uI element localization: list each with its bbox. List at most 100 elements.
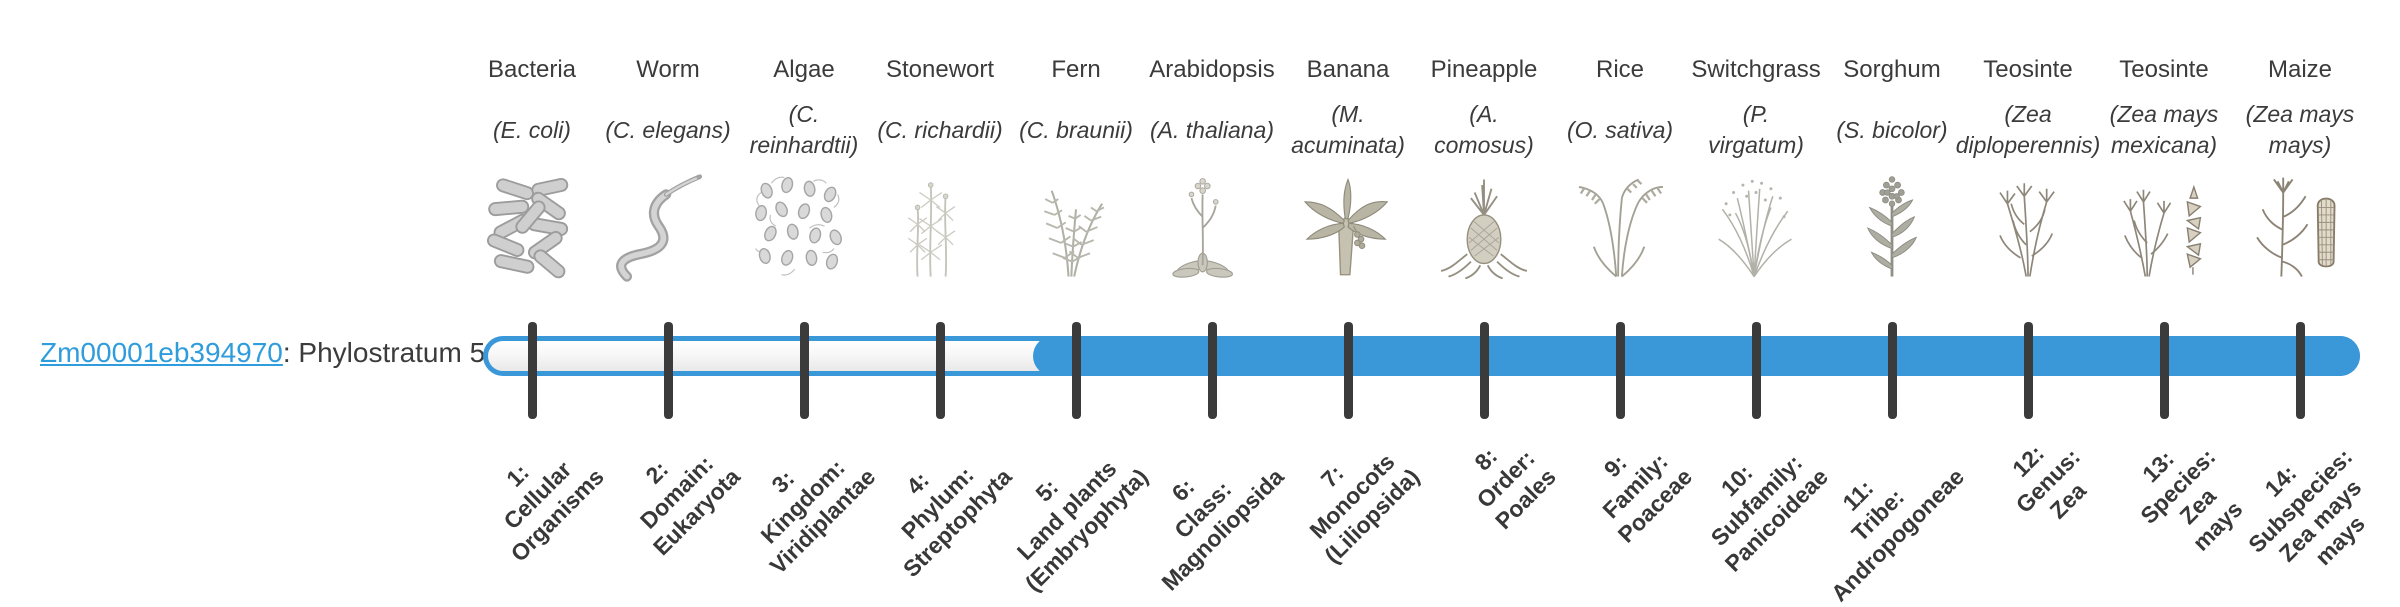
teosinte-mexicana-icon	[2105, 172, 2223, 284]
organism-species: (C. elegans)	[605, 116, 731, 143]
organism-species: (O. sativa)	[1566, 116, 1674, 143]
organism-name: Teosinte	[2119, 56, 2209, 83]
organism-illustration	[592, 168, 744, 284]
organism-species: (A. thaliana)	[1149, 116, 1274, 143]
organism-name: Worm	[636, 56, 700, 83]
stonewort-icon	[881, 172, 999, 284]
organism-name: Banana	[1306, 56, 1390, 83]
timeline-tick	[935, 322, 945, 419]
organism-name: Pineapple	[1430, 56, 1538, 83]
organism-illustration	[1408, 168, 1560, 284]
organism-illustration	[1272, 168, 1424, 284]
stratum-label: 4: Phylum: Streptophyta	[896, 461, 1017, 582]
sorghum-icon	[1833, 172, 1951, 284]
organism-illustration	[1816, 168, 1968, 284]
organism-name: Bacteria	[487, 56, 577, 83]
timeline-tick	[2159, 322, 2169, 419]
stratum-column-12: Teosinte (Zea diploperennis) 12: Genus: …	[1956, 0, 2100, 580]
organism-illustration	[2224, 168, 2376, 284]
stratum-label: 9: Family: Poaceae	[1597, 448, 1697, 548]
gene-id-link[interactable]: Zm00001eb394970	[40, 337, 283, 368]
organism-illustration	[728, 168, 880, 284]
organism-name: Sorghum	[1843, 56, 1941, 83]
organism-species: (P. virgatum)	[1708, 101, 1804, 158]
organism-name: Teosinte	[1983, 56, 2073, 83]
stratum-column-5: Fern (C. braunii) 5: Land plants (Embryo…	[1008, 0, 1152, 596]
organism-name: Arabidopsis	[1149, 56, 1275, 83]
switchgrass-icon	[1697, 172, 1815, 284]
stratum-column-6: Arabidopsis (A. thaliana) 6: Class: Magn…	[1144, 0, 1288, 596]
organism-species: (C. richardii)	[877, 116, 1003, 143]
stratum-label: 1: Cellular Organisms	[498, 456, 609, 567]
phylostratum-bar	[483, 336, 2360, 376]
organism-illustration	[1544, 168, 1696, 284]
stratum-label: 7: Monocots (Liliopsida)	[1304, 448, 1425, 569]
timeline-tick	[1071, 322, 1081, 419]
fern-icon	[1017, 172, 1135, 284]
timeline-tick	[2023, 322, 2033, 419]
stratum-label: 12: Genus: Zea	[2006, 439, 2091, 524]
organism-species: (M. acuminata)	[1291, 101, 1405, 158]
organism-illustration	[864, 168, 1016, 284]
maize-icon	[2241, 172, 2359, 284]
organism-name: Maize	[2267, 56, 2333, 83]
timeline-tick	[2295, 322, 2305, 419]
organism-species: (C. reinhardtii)	[749, 101, 859, 158]
timeline-tick	[527, 322, 537, 419]
organism-species: (E. coli)	[493, 116, 571, 143]
organism-species: (C. braunii)	[1019, 116, 1133, 143]
teosinte-diploperennis-icon	[1969, 172, 2087, 284]
algae-icon	[745, 172, 863, 284]
worm-icon	[609, 172, 727, 284]
stratum-column-3: Algae (C. reinhardtii) 3: Kingdom: Virid…	[736, 0, 881, 580]
rice-icon	[1561, 172, 1679, 284]
organism-name: Switchgrass	[1691, 56, 1821, 83]
organism-species: (S. bicolor)	[1836, 116, 1948, 143]
organism-illustration	[1680, 168, 1832, 284]
timeline-tick	[1887, 322, 1897, 419]
timeline-tick	[1207, 322, 1217, 419]
stratum-column-14: Maize (Zea mays mays) 14: Subspecies: Ze…	[2232, 0, 2370, 580]
timeline-tick	[663, 322, 673, 419]
organism-name: Fern	[1051, 56, 1101, 83]
arabidopsis-icon	[1153, 172, 1271, 284]
stratum-column-13: Teosinte (Zea mays mexicana) 13: Species…	[2096, 0, 2248, 580]
stratum-label: 14: Subspecies: Zea mays mays	[2242, 443, 2370, 571]
stratum-label: 8: Order: Poales	[1469, 442, 1561, 535]
organism-illustration	[1952, 168, 2104, 284]
stratum-column-4: Stonewort (C. richardii) 4: Phylum: Stre…	[872, 0, 1016, 582]
strata-columns: Bacteria (E. coli) 1: Cellular Organisms…	[464, 0, 2370, 606]
bar-filled-segment	[1033, 336, 2360, 376]
organism-illustration	[1000, 168, 1152, 284]
organism-name: Algae	[773, 56, 835, 83]
organism-species: (Zea diploperennis)	[1955, 101, 2101, 158]
timeline-tick	[1479, 322, 1489, 419]
stratum-column-10: Switchgrass (P. virgatum) 10: Subfamily:…	[1688, 0, 1832, 580]
organism-name: Rice	[1595, 56, 1644, 83]
organism-illustration	[2088, 168, 2240, 284]
stratum-column-8: Pineapple (A. comosus) 8: Order: Poales	[1416, 0, 1561, 580]
phylostratum-figure: Zm00001eb394970: Phylostratum 5 Bacteria…	[40, 0, 2370, 607]
banana-icon	[1289, 172, 1407, 284]
bacteria-icon	[473, 172, 591, 284]
organism-species: (A. comosus)	[1434, 101, 1534, 158]
stratum-column-9: Rice (O. sativa) 9: Family: Poaceae	[1552, 0, 1697, 580]
stratum-label: 3: Kingdom: Viridiplantae	[755, 454, 881, 580]
timeline-tick	[1751, 322, 1761, 419]
gene-label: Zm00001eb394970: Phylostratum 5	[40, 336, 485, 370]
stratum-label: 2: Domain: Eukaryota	[634, 450, 745, 561]
gene-phylostratum-text: : Phylostratum 5	[282, 337, 486, 368]
timeline-tick	[799, 322, 809, 419]
stratum-column-7: Banana (M. acuminata) 7: Monocots (Lilio…	[1280, 0, 1425, 580]
organism-species: (Zea mays mays)	[2245, 101, 2355, 158]
organism-illustration	[456, 168, 608, 284]
organism-name: Stonewort	[885, 56, 995, 83]
pineapple-icon	[1425, 172, 1543, 284]
bar-unfilled-segment	[488, 341, 1053, 371]
organism-species: (Zea mays mexicana)	[2109, 101, 2219, 158]
stratum-column-11: Sorghum (S. bicolor) 11: Tribe: Andropog…	[1824, 0, 1969, 606]
stratum-column-2: Worm (C. elegans) 2: Domain: Eukaryota	[600, 0, 744, 580]
timeline-tick	[1343, 322, 1353, 419]
timeline-tick	[1615, 322, 1625, 419]
stratum-column-1: Bacteria (E. coli) 1: Cellular Organisms	[464, 0, 609, 580]
